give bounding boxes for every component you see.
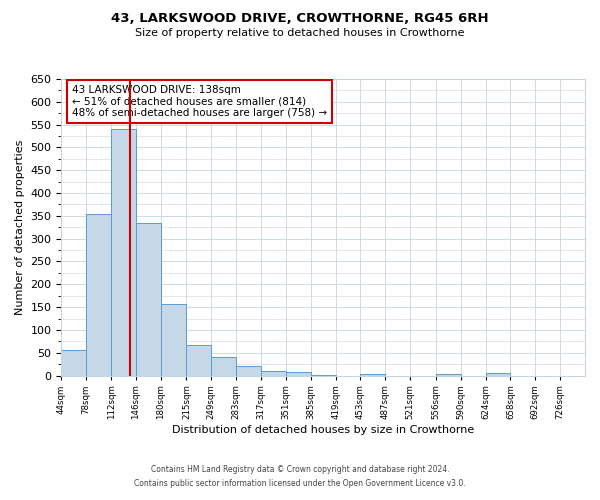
Bar bbox=[61, 350, 86, 376]
Bar bbox=[211, 358, 236, 376]
Bar bbox=[436, 374, 461, 376]
Text: Size of property relative to detached houses in Crowthorne: Size of property relative to detached ho… bbox=[135, 28, 465, 38]
Bar bbox=[261, 371, 286, 376]
Bar bbox=[485, 374, 511, 376]
Bar bbox=[236, 366, 261, 376]
Text: Contains public sector information licensed under the Open Government Licence v3: Contains public sector information licen… bbox=[134, 478, 466, 488]
X-axis label: Distribution of detached houses by size in Crowthorne: Distribution of detached houses by size … bbox=[172, 425, 475, 435]
Bar bbox=[161, 304, 187, 376]
Text: Contains HM Land Registry data © Crown copyright and database right 2024.: Contains HM Land Registry data © Crown c… bbox=[151, 465, 449, 474]
Bar bbox=[136, 222, 161, 376]
Bar bbox=[187, 345, 211, 376]
Text: 43 LARKSWOOD DRIVE: 138sqm
← 51% of detached houses are smaller (814)
48% of sem: 43 LARKSWOOD DRIVE: 138sqm ← 51% of deta… bbox=[72, 85, 327, 118]
Y-axis label: Number of detached properties: Number of detached properties bbox=[15, 140, 25, 315]
Bar bbox=[111, 129, 136, 376]
Text: 43, LARKSWOOD DRIVE, CROWTHORNE, RG45 6RH: 43, LARKSWOOD DRIVE, CROWTHORNE, RG45 6R… bbox=[111, 12, 489, 26]
Bar bbox=[311, 374, 335, 376]
Bar bbox=[286, 372, 311, 376]
Bar bbox=[361, 374, 385, 376]
Bar bbox=[86, 214, 111, 376]
